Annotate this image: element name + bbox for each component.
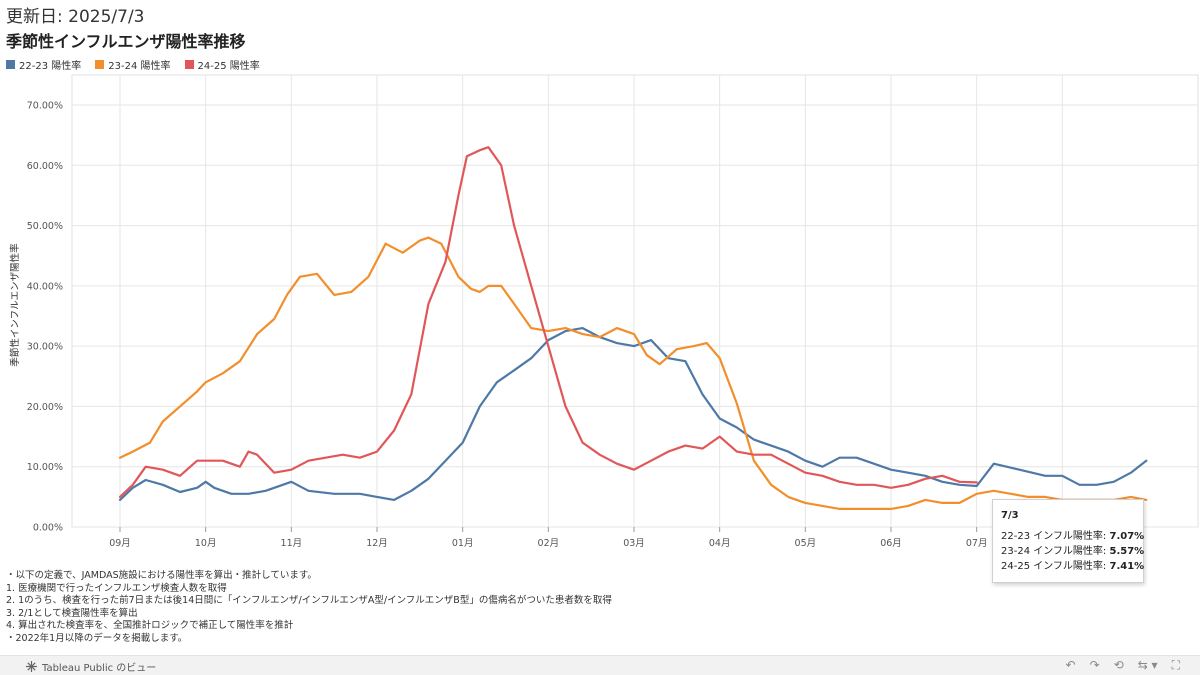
toolbar-controls: ↶ ↷ ⟲ ⇆ ▾ ⛶ bbox=[1066, 658, 1181, 673]
series-line-2223 bbox=[118, 327, 1148, 501]
legend-label-2425: 24-25 陽性率 bbox=[197, 61, 260, 72]
tableau-brand-link[interactable]: Tableau Public のビュー bbox=[26, 659, 156, 674]
series bbox=[118, 146, 1148, 510]
note-line: ・以下の定義で、JAMDAS施設における陽性率を算出・推計しています。 bbox=[6, 570, 317, 581]
revert-icon[interactable]: ⟲ bbox=[1113, 658, 1124, 672]
tableau-footer: Tableau Public のビュー ↶ ↷ ⟲ ⇆ ▾ ⛶ bbox=[0, 655, 1200, 675]
x-tick-label: 05月 bbox=[795, 538, 817, 549]
legend-swatch-2223 bbox=[6, 60, 15, 69]
x-tick-label: 02月 bbox=[538, 538, 560, 549]
y-tick-label: 30.00% bbox=[27, 342, 63, 353]
definition-notes: ・以下の定義で、JAMDAS施設における陽性率を算出・推計しています。 1. 医… bbox=[6, 570, 612, 645]
x-tick-label: 12月 bbox=[366, 538, 388, 549]
note-line: 4. 算出された検査率を、全国推計ロジックで補正して陽性率を推計 bbox=[6, 620, 294, 631]
tooltip-row-2324: 23-24 インフル陽性率: 5.57% bbox=[1001, 544, 1144, 559]
redo-icon[interactable]: ↷ bbox=[1089, 658, 1100, 672]
x-tick-label: 07月 bbox=[966, 538, 988, 549]
tooltip-value-2425: 7.41% bbox=[1109, 561, 1145, 572]
x-tick-label: 06月 bbox=[880, 538, 902, 549]
tooltip-label-2324: 23-24 インフル陽性率: bbox=[1001, 546, 1110, 557]
y-tick-label: 70.00% bbox=[27, 101, 63, 112]
tableau-logo-icon bbox=[26, 661, 37, 672]
y-tick-label: 40.00% bbox=[27, 281, 63, 292]
tooltip-row-2425: 24-25 インフル陽性率: 7.41% bbox=[1001, 559, 1144, 574]
line-chart[interactable]: 0.00% 10.00% 20.00% 30.00% 40.00% 50.00% 60.00… bbox=[0, 70, 1200, 560]
series-line-2324 bbox=[118, 236, 1148, 510]
y-axis-label: 季節性インフルエンザ陽性率 bbox=[9, 243, 21, 367]
legend-label-2223: 22-23 陽性率 bbox=[19, 61, 82, 72]
share-icon[interactable]: ⇆ ▾ bbox=[1137, 658, 1158, 672]
x-tick-label: 09月 bbox=[109, 538, 131, 549]
note-line: 1. 医療機関で行ったインフルエンザ検査人数を取得 bbox=[6, 582, 227, 594]
tooltip-date: 7/3 bbox=[1001, 510, 1019, 521]
axes: 0.00% 10.00% 20.00% 30.00% 40.00% 50.00% 60.00… bbox=[27, 101, 1073, 550]
x-tick-label: 11月 bbox=[281, 538, 303, 549]
series-line-2425 bbox=[118, 146, 978, 498]
note-line: 2. 1のうち、検査を行った前7日または後14日間に「インフルエンザ/インフルエ… bbox=[6, 595, 612, 606]
x-tick-label: 04月 bbox=[709, 538, 731, 549]
x-tick-label: 01月 bbox=[452, 538, 474, 549]
y-tick-label: 50.00% bbox=[27, 221, 63, 232]
note-line: ・2022年1月以降のデータを掲載します。 bbox=[6, 632, 188, 644]
undo-icon[interactable]: ↶ bbox=[1065, 658, 1076, 672]
chart-title: 季節性インフルエンザ陽性率推移 bbox=[6, 32, 246, 51]
legend-item-2324[interactable]: 23-24 陽性率 bbox=[95, 57, 171, 72]
hover-tooltip: 7/3 22-23 インフル陽性率: 7.07% 23-24 インフル陽性率: … bbox=[992, 499, 1144, 583]
plot-frame bbox=[71, 74, 1199, 528]
y-tick-label: 10.00% bbox=[27, 462, 63, 473]
y-tick-label: 0.00% bbox=[33, 523, 63, 534]
legend: 22-23 陽性率 23-24 陽性率 24-25 陽性率 bbox=[6, 57, 260, 72]
x-tick-label: 10月 bbox=[195, 538, 217, 549]
x-tick-label: 03月 bbox=[623, 538, 645, 549]
legend-swatch-2425 bbox=[184, 60, 194, 69]
fullscreen-icon[interactable]: ⛶ bbox=[1171, 658, 1180, 672]
legend-label-2324: 23-24 陽性率 bbox=[108, 61, 171, 72]
tooltip-row-2223: 22-23 インフル陽性率: 7.07% bbox=[1001, 529, 1144, 544]
grid bbox=[71, 74, 1199, 528]
tooltip-value-2223: 7.07% bbox=[1109, 531, 1145, 542]
tooltip-label-2223: 22-23 インフル陽性率: bbox=[1001, 531, 1110, 542]
tableau-brand-label: Tableau Public のビュー bbox=[42, 663, 157, 674]
tooltip-label-2425: 24-25 インフル陽性率: bbox=[1001, 561, 1110, 572]
y-tick-label: 60.00% bbox=[27, 161, 63, 172]
legend-item-2425[interactable]: 24-25 陽性率 bbox=[184, 57, 260, 72]
tooltip-value-2324: 5.57% bbox=[1109, 546, 1145, 557]
legend-swatch-2324 bbox=[95, 60, 105, 69]
legend-item-2223[interactable]: 22-23 陽性率 bbox=[6, 57, 81, 72]
note-line: 3. 2/1として検査陽性率を算出 bbox=[6, 607, 138, 619]
y-tick-label: 20.00% bbox=[27, 402, 63, 413]
updated-date: 更新日: 2025/7/3 bbox=[6, 7, 145, 27]
